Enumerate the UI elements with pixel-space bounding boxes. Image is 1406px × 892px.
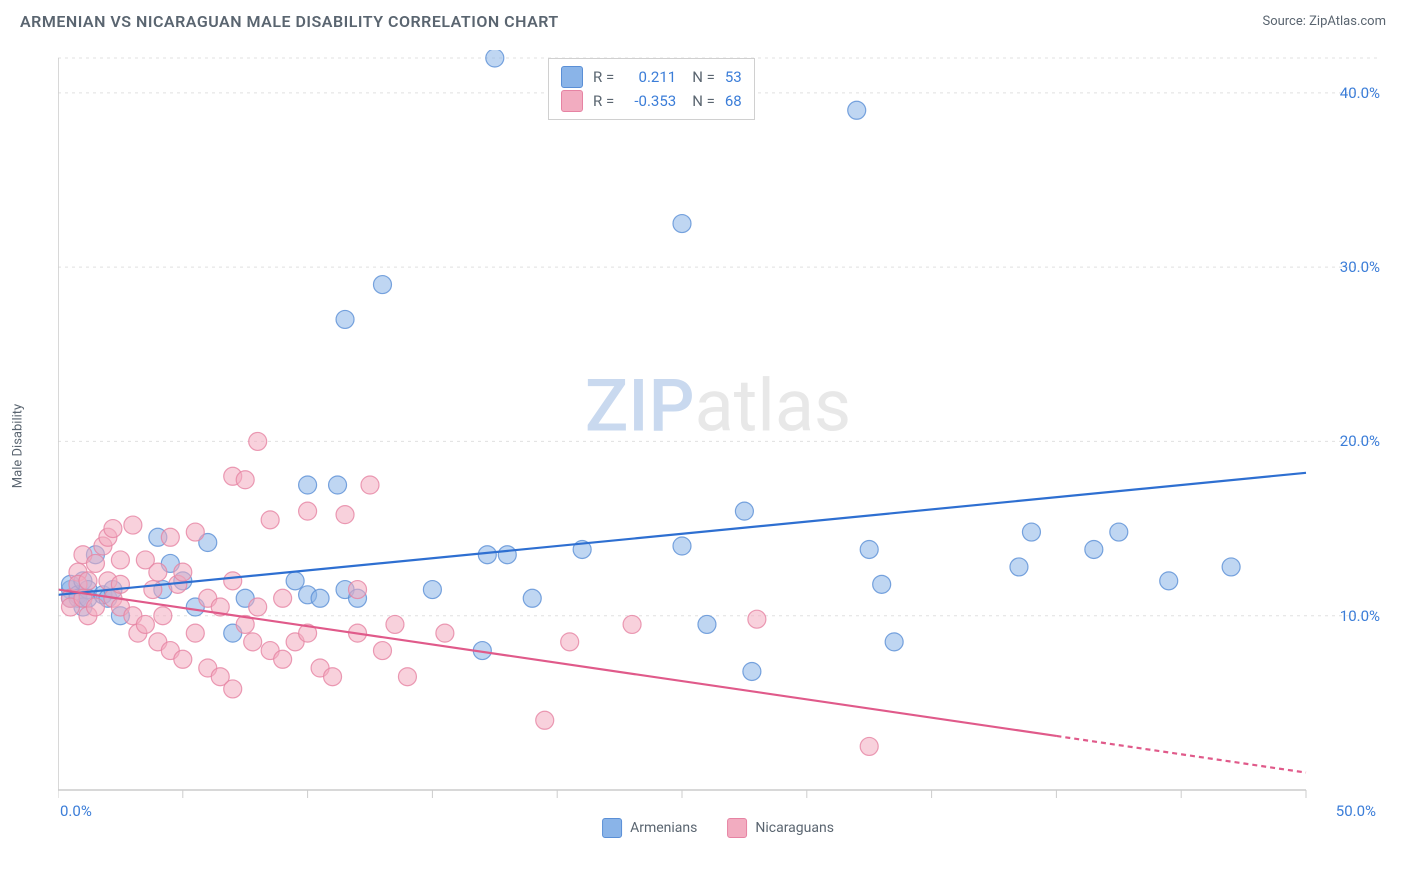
legend-item-armenians: Armenians	[602, 818, 697, 838]
r-label: R =	[593, 89, 614, 113]
r-label: R =	[593, 65, 614, 89]
y-tick-label: 10.0%	[1340, 607, 1380, 625]
y-tick-label: 40.0%	[1340, 84, 1380, 102]
legend-row-armenians: R = 0.211 N = 53	[561, 65, 742, 89]
legend-item-nicaraguans: Nicaraguans	[727, 818, 834, 838]
n-label: N =	[692, 65, 715, 89]
scatter-plot	[58, 50, 1378, 840]
r-value-armenians: 0.211	[624, 65, 676, 89]
x-tick-label: 0.0%	[60, 802, 92, 820]
n-value-nicaraguans: 68	[725, 89, 742, 113]
y-axis-label: Male Disability	[11, 404, 26, 488]
chart-area: ZIPatlas R = 0.211 N = 53 R = -0.353 N =…	[58, 50, 1378, 840]
y-tick-label: 20.0%	[1340, 432, 1380, 450]
legend-label-armenians: Armenians	[630, 820, 697, 836]
source-label: Source: ZipAtlas.com	[1262, 14, 1386, 29]
x-tick-label: 50.0%	[1336, 802, 1376, 820]
n-value-armenians: 53	[725, 65, 742, 89]
legend-color-nicaraguans	[727, 818, 747, 838]
legend-row-nicaraguans: R = -0.353 N = 68	[561, 89, 742, 113]
correlation-legend: R = 0.211 N = 53 R = -0.353 N = 68	[548, 58, 755, 120]
legend-label-nicaraguans: Nicaraguans	[755, 820, 834, 836]
n-label: N =	[692, 89, 715, 113]
chart-title: ARMENIAN VS NICARAGUAN MALE DISABILITY C…	[20, 12, 559, 31]
r-value-nicaraguans: -0.353	[624, 89, 676, 113]
series-legend: Armenians Nicaraguans	[602, 818, 834, 838]
legend-color-armenians	[602, 818, 622, 838]
legend-swatch-armenians	[561, 66, 583, 88]
y-tick-label: 30.0%	[1340, 258, 1380, 276]
legend-swatch-nicaraguans	[561, 90, 583, 112]
